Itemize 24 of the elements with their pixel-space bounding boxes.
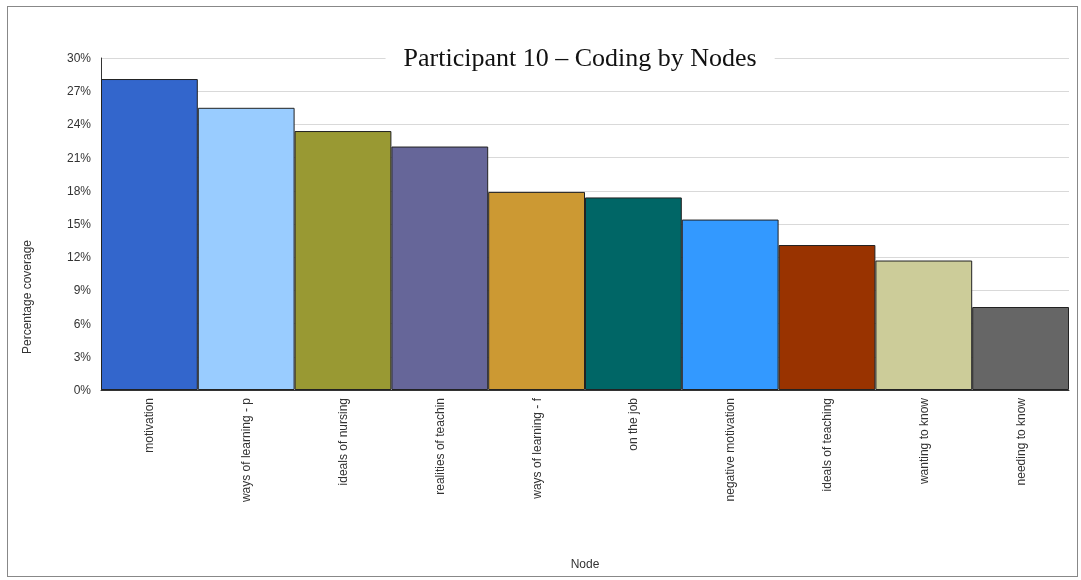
- x-tick-label: negative motivation: [723, 398, 738, 502]
- x-tick-label: ways of learning - p: [239, 397, 254, 504]
- y-tick-label: 15%: [66, 217, 92, 231]
- x-tick-label: needing to know: [1013, 397, 1028, 486]
- y-tick-label: 3%: [73, 349, 92, 364]
- x-tick-label: ideals of teaching: [820, 398, 834, 492]
- y-tick-label: 27%: [66, 84, 92, 99]
- y-tick-label: 9%: [73, 283, 92, 298]
- chart-title: Participant 10 – Coding by Nodes: [403, 42, 757, 72]
- y-tick-label: 6%: [73, 316, 92, 331]
- y-tick-label: 21%: [66, 150, 92, 165]
- y-tick-label: 0%: [73, 383, 92, 397]
- y-tick-label: 30%: [66, 51, 92, 65]
- x-tick-label: ideals of nursing: [336, 398, 350, 486]
- x-tick-label: on the job: [626, 397, 641, 451]
- y-tick-label: 18%: [66, 183, 92, 198]
- x-tick-label: wanting to know: [916, 397, 931, 486]
- x-tick-label: ways of learning - f: [529, 397, 544, 500]
- x-tick-label: realities of teachin: [432, 398, 447, 495]
- y-axis-title: Percentage coverage: [20, 239, 34, 355]
- y-tick-label: 24%: [66, 117, 92, 132]
- y-tick-label: 12%: [66, 250, 92, 265]
- x-axis-title: Node: [570, 557, 600, 571]
- x-tick-label: motivation: [142, 398, 157, 453]
